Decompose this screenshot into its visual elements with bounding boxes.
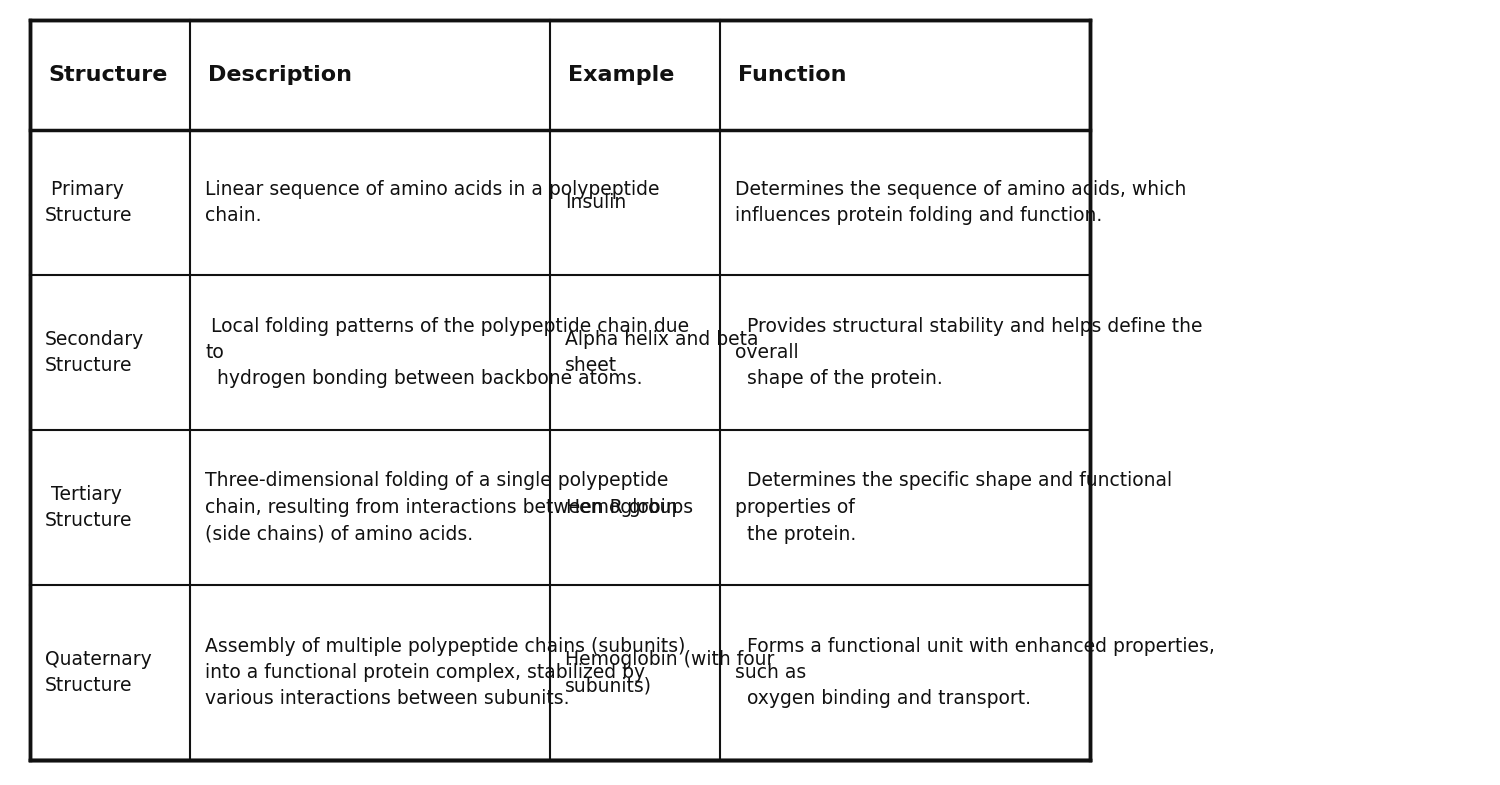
Text: Secondary
Structure: Secondary Structure [45,330,144,375]
Text: Description: Description [209,65,352,85]
Text: Forms a functional unit with enhanced properties,
such as
  oxygen binding and t: Forms a functional unit with enhanced pr… [735,637,1215,709]
Text: Alpha helix and beta
sheet: Alpha helix and beta sheet [566,330,759,375]
Text: Local folding patterns of the polypeptide chain due
to
  hydrogen bonding betwee: Local folding patterns of the polypeptid… [206,316,688,389]
Text: Function: Function [738,65,846,85]
Text: Structure: Structure [48,65,168,85]
Text: Three-dimensional folding of a single polypeptide
chain, resulting from interact: Three-dimensional folding of a single po… [206,472,693,543]
Text: Linear sequence of amino acids in a polypeptide
chain.: Linear sequence of amino acids in a poly… [206,180,660,225]
Text: Hemoglobin: Hemoglobin [566,498,678,517]
Text: Example: Example [568,65,675,85]
Text: Tertiary
Structure: Tertiary Structure [45,485,132,530]
Text: Hemoglobin (with four
subunits): Hemoglobin (with four subunits) [566,650,774,696]
Text: Assembly of multiple polypeptide chains (subunits)
into a functional protein com: Assembly of multiple polypeptide chains … [206,637,686,709]
Text: Determines the specific shape and functional
properties of
  the protein.: Determines the specific shape and functi… [735,472,1172,543]
Text: Insulin: Insulin [566,193,627,212]
Text: Primary
Structure: Primary Structure [45,180,132,225]
Text: Quaternary
Structure: Quaternary Structure [45,650,152,696]
Bar [30,20,1090,760]
Text: Determines the sequence of amino acids, which
influences protein folding and fun: Determines the sequence of amino acids, … [735,180,1186,225]
Text: Provides structural stability and helps define the
overall
  shape of the protei: Provides structural stability and helps … [735,316,1203,389]
